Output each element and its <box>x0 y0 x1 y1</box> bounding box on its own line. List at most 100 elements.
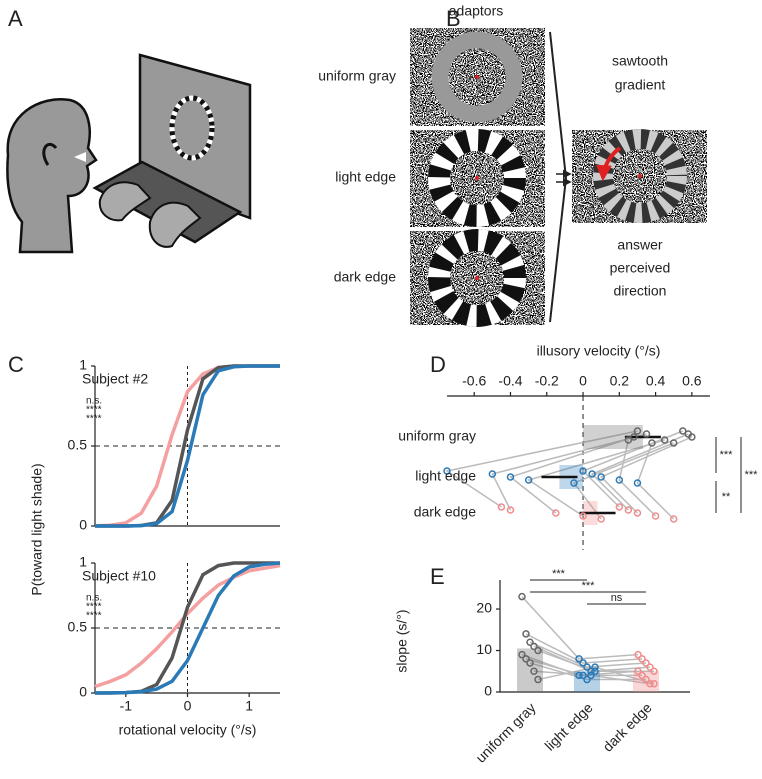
subject-point <box>587 671 595 680</box>
answer-text: direction <box>614 283 667 299</box>
subject-point <box>642 675 650 684</box>
subject-point <box>660 436 669 444</box>
bracket <box>549 31 568 323</box>
category-label: light edge <box>415 468 476 484</box>
subject-point <box>526 638 534 646</box>
x-tick-label: 0 <box>579 373 587 389</box>
category-label: uniform gray <box>472 699 538 765</box>
panel-label: D <box>430 352 446 377</box>
annulus <box>431 31 523 123</box>
fixation <box>475 276 479 280</box>
subject-point <box>591 663 599 671</box>
test-title: gradient <box>615 77 666 93</box>
annulus-segments <box>428 229 526 327</box>
significance-label: ** <box>722 491 731 503</box>
subject-point <box>624 506 633 514</box>
x-tick-label: -0.2 <box>535 373 559 389</box>
subject-point <box>506 506 515 514</box>
subject-point <box>642 659 650 667</box>
curve <box>94 563 281 689</box>
subject-point <box>669 439 678 447</box>
subject-point <box>633 479 642 487</box>
subject-line <box>525 633 643 664</box>
subject-point <box>634 667 642 676</box>
subject-point <box>522 655 530 663</box>
subject-point <box>651 512 660 520</box>
annotation: **** <box>86 602 102 613</box>
subject-line <box>533 670 651 685</box>
answer-text: answer <box>617 237 662 253</box>
subject-line <box>521 653 639 677</box>
subject-point <box>650 679 658 688</box>
annotation: n.s. <box>86 593 102 604</box>
subject-point <box>615 476 624 484</box>
subject-point <box>633 427 642 435</box>
subject-line <box>537 666 655 685</box>
subject-point <box>633 509 642 517</box>
subject-point <box>534 675 542 684</box>
y-tick-label: 0 <box>484 683 492 699</box>
annotation: **** <box>86 414 102 425</box>
x-tick-label: -0.6 <box>462 373 486 389</box>
significance-label: *** <box>582 580 596 592</box>
subject-line <box>529 662 646 681</box>
panel-label: A <box>8 6 23 31</box>
y-tick-label: 20 <box>476 600 492 616</box>
subject-line <box>529 641 647 668</box>
subject-line <box>599 436 693 514</box>
subject-point <box>570 479 578 487</box>
subject-point <box>443 467 451 475</box>
y-axis-label: slope (s/°) <box>394 609 410 672</box>
subject-point <box>579 671 587 680</box>
panel-label: E <box>430 564 445 589</box>
x-tick-label: 0 <box>184 698 192 714</box>
annotation: Subject #2 <box>82 371 148 387</box>
subject-point <box>579 659 587 667</box>
subject-point <box>583 663 591 671</box>
category-label: dark edge <box>599 699 654 754</box>
subject-point <box>497 503 506 511</box>
subject-line <box>526 439 665 517</box>
subject-point <box>583 675 591 684</box>
fixation <box>475 75 479 79</box>
subject-line <box>521 596 639 660</box>
y-tick-label: 0 <box>79 684 87 700</box>
subject-point <box>634 650 642 659</box>
panel-label: B <box>446 6 461 31</box>
y-tick-label: 1 <box>79 554 87 570</box>
subject-point <box>597 473 605 481</box>
x-tick-label: -0.4 <box>498 373 522 389</box>
curve <box>95 364 280 528</box>
y-axis-label: P(toward light shade) <box>29 463 45 595</box>
ear <box>42 142 58 166</box>
answer-text: perceived <box>610 260 671 276</box>
curve <box>94 561 281 695</box>
category-label: light edge <box>541 699 595 753</box>
subject-point <box>688 433 696 441</box>
subject-point <box>526 659 534 667</box>
hand <box>148 201 202 248</box>
category-label: uniform gray <box>398 428 476 444</box>
subject-point <box>591 667 599 676</box>
subject-line <box>508 436 635 514</box>
significance-label: *** <box>720 449 734 461</box>
subject-point <box>530 642 538 651</box>
y-tick-label: 1 <box>79 357 87 373</box>
x-tick-label: -1 <box>120 698 133 714</box>
subject-point <box>488 470 497 478</box>
significance-label: ns <box>611 592 623 604</box>
annulus-segments <box>428 129 526 227</box>
y-tick-label: 10 <box>476 641 492 657</box>
panel-label: C <box>8 352 24 377</box>
eye <box>74 152 86 162</box>
subject-point <box>579 512 587 520</box>
x-tick-label: 0.2 <box>610 373 630 389</box>
annotation: n.s. <box>86 396 102 407</box>
subject-point <box>630 433 638 441</box>
subject-point <box>638 655 646 663</box>
test-title: sawtooth <box>612 53 668 69</box>
subject-point <box>579 467 587 475</box>
annotation: **** <box>86 405 102 416</box>
subject-point <box>552 509 560 517</box>
